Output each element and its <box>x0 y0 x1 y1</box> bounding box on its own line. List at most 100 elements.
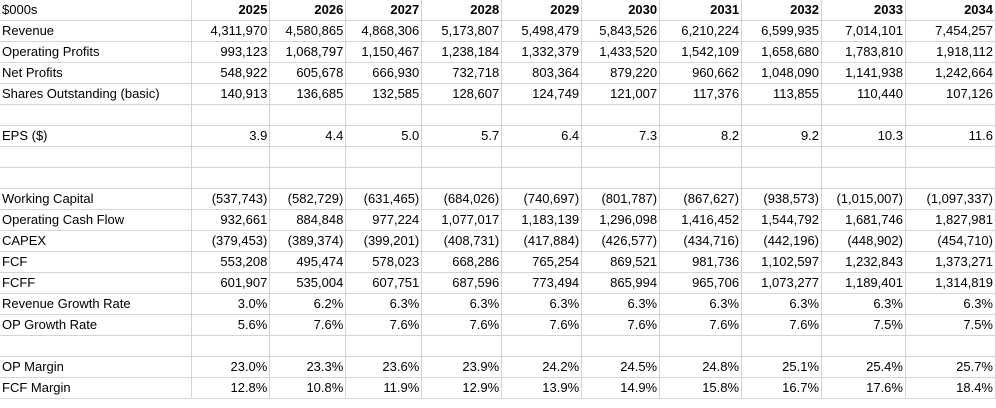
value-cell[interactable]: 6,210,224 <box>659 20 743 42</box>
empty-cell[interactable] <box>191 146 271 168</box>
empty-cell[interactable] <box>905 146 996 168</box>
value-cell[interactable]: 1,918,112 <box>905 41 996 63</box>
value-cell[interactable]: 6.4 <box>501 125 583 147</box>
value-cell[interactable]: 5,498,479 <box>501 20 583 42</box>
empty-cell[interactable] <box>741 335 823 357</box>
value-cell[interactable]: 113,855 <box>741 83 823 105</box>
value-cell[interactable]: 15.8% <box>659 377 743 399</box>
value-cell[interactable]: 6.3% <box>421 293 503 315</box>
value-cell[interactable]: 535,004 <box>269 272 347 294</box>
value-cell[interactable]: 495,474 <box>269 251 347 273</box>
value-cell[interactable]: (379,453) <box>191 230 271 252</box>
value-cell[interactable]: 1,332,379 <box>501 41 583 63</box>
value-cell[interactable]: 5.7 <box>421 125 503 147</box>
empty-cell[interactable] <box>741 104 823 126</box>
value-cell[interactable]: 6.2% <box>269 293 347 315</box>
value-cell[interactable]: 1,373,271 <box>905 251 996 273</box>
value-cell[interactable]: 981,736 <box>659 251 743 273</box>
value-cell[interactable]: 6.3% <box>741 293 823 315</box>
empty-cell[interactable] <box>269 335 347 357</box>
value-cell[interactable]: 25.4% <box>821 356 906 378</box>
value-cell[interactable]: 6.3% <box>581 293 661 315</box>
empty-cell[interactable] <box>659 335 743 357</box>
value-cell[interactable]: 1,242,664 <box>905 62 996 84</box>
value-cell[interactable]: 6.3% <box>821 293 906 315</box>
value-cell[interactable]: 4,868,306 <box>345 20 423 42</box>
value-cell[interactable]: 23.3% <box>269 356 347 378</box>
row-label-cell[interactable]: OP Growth Rate <box>0 314 193 336</box>
empty-cell[interactable] <box>581 335 661 357</box>
row-label-cell[interactable]: FCFF <box>0 272 193 294</box>
value-cell[interactable]: 1,314,819 <box>905 272 996 294</box>
value-cell[interactable]: 24.8% <box>659 356 743 378</box>
value-cell[interactable]: 25.1% <box>741 356 823 378</box>
value-cell[interactable]: 1,183,139 <box>501 209 583 231</box>
value-cell[interactable]: 1,681,746 <box>821 209 906 231</box>
value-cell[interactable]: 6,599,935 <box>741 20 823 42</box>
value-cell[interactable]: 666,930 <box>345 62 423 84</box>
empty-cell[interactable] <box>191 104 271 126</box>
row-label-cell[interactable]: Operating Profits <box>0 41 193 63</box>
value-cell[interactable]: (417,884) <box>501 230 583 252</box>
empty-cell[interactable] <box>501 146 583 168</box>
value-cell[interactable]: (448,902) <box>821 230 906 252</box>
value-cell[interactable]: 7.6% <box>659 314 743 336</box>
value-cell[interactable]: (631,465) <box>345 188 423 210</box>
value-cell[interactable]: 1,827,981 <box>905 209 996 231</box>
value-cell[interactable]: 601,907 <box>191 272 271 294</box>
empty-cell[interactable] <box>0 335 193 357</box>
year-cell[interactable]: 2028 <box>421 0 503 21</box>
value-cell[interactable]: 13.9% <box>501 377 583 399</box>
value-cell[interactable]: (867,627) <box>659 188 743 210</box>
value-cell[interactable]: 553,208 <box>191 251 271 273</box>
value-cell[interactable]: 578,023 <box>345 251 423 273</box>
value-cell[interactable]: 4,311,970 <box>191 20 271 42</box>
value-cell[interactable]: 10.8% <box>269 377 347 399</box>
value-cell[interactable]: 117,376 <box>659 83 743 105</box>
value-cell[interactable]: (684,026) <box>421 188 503 210</box>
value-cell[interactable]: 5.6% <box>191 314 271 336</box>
empty-cell[interactable] <box>501 167 583 189</box>
value-cell[interactable]: 24.2% <box>501 356 583 378</box>
empty-cell[interactable] <box>0 104 193 126</box>
value-cell[interactable]: 8.2 <box>659 125 743 147</box>
empty-cell[interactable] <box>905 104 996 126</box>
value-cell[interactable]: 4,580,865 <box>269 20 347 42</box>
value-cell[interactable]: 3.9 <box>191 125 271 147</box>
value-cell[interactable]: 3.0% <box>191 293 271 315</box>
empty-cell[interactable] <box>659 104 743 126</box>
value-cell[interactable]: (938,573) <box>741 188 823 210</box>
value-cell[interactable]: (442,196) <box>741 230 823 252</box>
value-cell[interactable]: (801,787) <box>581 188 661 210</box>
value-cell[interactable]: 7.5% <box>905 314 996 336</box>
value-cell[interactable]: 23.9% <box>421 356 503 378</box>
value-cell[interactable]: 1,189,401 <box>821 272 906 294</box>
empty-cell[interactable] <box>821 167 906 189</box>
value-cell[interactable]: 121,007 <box>581 83 661 105</box>
year-cell[interactable]: 2029 <box>501 0 583 21</box>
value-cell[interactable]: 12.8% <box>191 377 271 399</box>
value-cell[interactable]: (454,710) <box>905 230 996 252</box>
empty-cell[interactable] <box>269 167 347 189</box>
value-cell[interactable]: (1,015,007) <box>821 188 906 210</box>
value-cell[interactable]: 132,585 <box>345 83 423 105</box>
year-cell[interactable]: 2031 <box>659 0 743 21</box>
value-cell[interactable]: 965,706 <box>659 272 743 294</box>
spreadsheet-grid[interactable]: $000s 2025 2026 2027 2028 2029 2030 2031… <box>0 0 996 399</box>
row-label-cell[interactable]: Net Profits <box>0 62 193 84</box>
row-label-cell[interactable]: OP Margin <box>0 356 193 378</box>
empty-cell[interactable] <box>821 104 906 126</box>
row-label-cell[interactable]: FCF <box>0 251 193 273</box>
row-label-cell[interactable]: Shares Outstanding (basic) <box>0 83 193 105</box>
row-label-cell[interactable]: Revenue Growth Rate <box>0 293 193 315</box>
empty-cell[interactable] <box>581 167 661 189</box>
empty-cell[interactable] <box>269 104 347 126</box>
value-cell[interactable]: 1,232,843 <box>821 251 906 273</box>
value-cell[interactable]: 548,922 <box>191 62 271 84</box>
value-cell[interactable]: 7.6% <box>421 314 503 336</box>
value-cell[interactable]: 1,296,098 <box>581 209 661 231</box>
empty-cell[interactable] <box>905 335 996 357</box>
year-cell[interactable]: 2030 <box>581 0 661 21</box>
value-cell[interactable]: 879,220 <box>581 62 661 84</box>
value-cell[interactable]: 16.7% <box>741 377 823 399</box>
